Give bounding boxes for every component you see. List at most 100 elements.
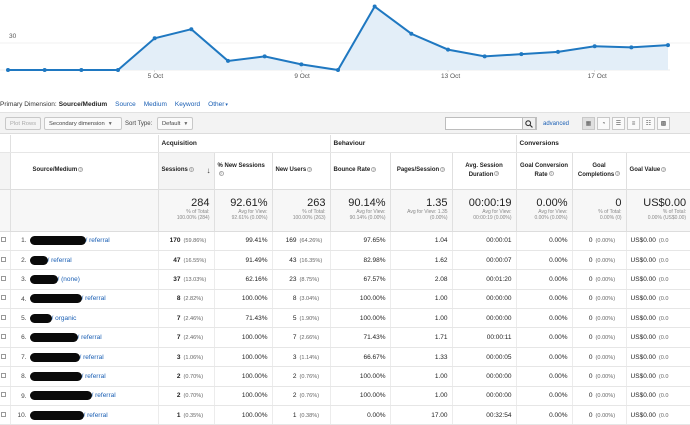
source-medium-link[interactable]: / referral [47,256,72,264]
row-checkbox[interactable] [1,314,6,320]
goal-value-value: US$0.00 [630,237,656,245]
help-icon[interactable]: ? [78,166,84,172]
source-medium-link[interactable]: / referral [77,334,102,342]
data-point[interactable] [336,68,340,72]
source-medium-link[interactable]: / referral [85,237,110,245]
goal-completions-percent: (0.00%) [595,412,616,419]
help-icon[interactable]: ? [615,171,621,177]
table-row[interactable]: 2. / referral 47 (16.55%) 91.49% 43 (16.35%) 82… [0,250,690,271]
table-search-input[interactable] [445,117,537,130]
table-row[interactable]: 4. / referral 8 (2.82%) 100.00% 8 (3.04%) 100.0… [0,289,690,310]
data-point[interactable] [446,47,450,52]
term-cloud-view-icon[interactable]: ☷ [642,117,655,130]
column-header-source-medium[interactable]: Source/Medium? [9,152,158,189]
help-icon[interactable]: ? [548,171,554,177]
secondary-dimension-dropdown[interactable]: Secondary dimension ▼ [44,117,122,130]
table-row[interactable]: 8. / referral 2 (0.70%) 100.00% 2 (0.76%) 100.0… [0,366,690,387]
data-point[interactable] [152,36,157,41]
data-point[interactable] [629,45,634,50]
data-point[interactable] [372,4,377,9]
data-point[interactable] [592,44,597,49]
source-medium-link[interactable]: / referral [81,373,106,381]
row-checkbox[interactable] [1,411,6,417]
source-medium-link[interactable]: / organic [51,314,77,322]
sessions-percent: (13.03%) [183,276,207,283]
help-icon[interactable]: ? [440,166,446,172]
sessions-value: 2 [176,392,181,400]
advanced-filter-link[interactable]: advanced [543,121,570,127]
column-header-sessions[interactable]: Sessions? ↓ [157,152,214,189]
column-header-new-users[interactable]: New Users? [271,152,331,189]
report-table: Acquisition Behaviour Conversions Source… [0,135,690,425]
data-point[interactable] [409,31,414,36]
table-row[interactable]: 7. / referral 3 (1.06%) 100.00% 3 (1.14%) 66.67… [0,347,690,368]
row-checkbox[interactable] [1,334,6,340]
dimension-link-medium[interactable]: Medium [143,100,167,108]
source-medium-link[interactable]: / (none) [57,276,80,284]
new-users-value: 43 [289,256,297,264]
row-checkbox[interactable] [1,392,6,398]
goal-completions-percent: (0.00%) [595,354,616,361]
help-icon[interactable]: ? [307,166,313,172]
column-header-bounce-rate[interactable]: Bounce Rate? [329,152,391,189]
total-pages-session-value: 1.35 [426,196,448,209]
performance-view-icon[interactable]: ☰ [612,117,625,130]
help-icon[interactable]: ? [188,166,194,172]
table-row[interactable]: 5. / organic 7 (2.46%) 71.43% 5 (1.90%) 100.00%… [0,308,690,329]
table-row[interactable]: 1. / referral 170 (59.86%) 99.41% 169 (64.26%)… [0,231,690,251]
table-row[interactable]: 10. / referral 1 (0.35%) 100.00% 1 (0.38%) 0.00… [0,405,690,425]
row-checkbox[interactable] [1,372,6,378]
pie-view-icon[interactable]: ◔ [597,117,610,130]
goal-value-cell: US$0.00 (0.0 [625,250,690,271]
data-point[interactable] [42,68,47,72]
table-view-icon[interactable]: ▦ [582,117,595,130]
data-point[interactable] [299,62,304,67]
row-checkbox[interactable] [1,237,6,243]
data-point[interactable] [79,68,84,72]
source-medium-link[interactable]: / referral [83,411,108,419]
table-row[interactable]: 9. / referral 2 (0.70%) 100.00% 2 (0.76%) 100.0… [0,386,690,407]
plot-rows-button[interactable]: Plot Rows [5,117,42,130]
sort-type-dropdown[interactable]: Default ▼ [157,117,194,130]
column-header-goal-conversion-rate[interactable]: Goal Conversion Rate? [515,152,573,189]
row-checkbox[interactable] [1,295,6,301]
column-header-pages-session[interactable]: Pages/Session? [389,152,453,189]
sessions-value: 3 [176,353,181,361]
data-point[interactable] [116,68,120,72]
help-icon[interactable]: ? [371,166,377,172]
help-icon[interactable]: ? [218,171,224,177]
goal-value-cell: US$0.00 (0.0 [625,405,690,425]
source-medium-link[interactable]: / referral [91,392,116,400]
dimension-link-source[interactable]: Source [115,100,136,108]
column-header-goal-value[interactable]: Goal Value? [625,152,690,189]
dimension-link-keyword[interactable]: Keyword [174,100,201,108]
total-sessions-value: 284 [191,196,210,209]
pivot-view-icon[interactable]: ▩ [657,117,670,130]
dimension-other-dropdown[interactable]: Other▾ [208,101,228,108]
table-row[interactable]: 6. / referral 7 (2.46%) 100.00% 7 (2.66%) 71.43… [0,327,690,348]
data-point[interactable] [189,27,194,32]
comparison-view-icon[interactable]: ≡ [627,117,640,130]
column-header-goal-completions[interactable]: Goal Completions? [571,152,627,189]
data-point[interactable] [666,43,670,48]
sessions-value: 37 [173,275,181,283]
source-medium-link[interactable]: / referral [81,295,106,303]
data-point[interactable] [482,54,487,59]
data-point[interactable] [262,54,267,59]
row-checkbox[interactable] [1,256,6,262]
row-checkbox[interactable] [1,275,6,281]
source-medium-link[interactable]: / referral [79,353,104,361]
search-button[interactable] [522,117,536,130]
data-point[interactable] [556,49,560,54]
total-avg-duration-sub2: 00:00:19 (0.00%) [473,214,512,221]
help-icon[interactable]: ? [494,171,500,177]
column-header-new-sessions[interactable]: % New Sessions? [213,152,272,189]
data-point[interactable] [6,68,10,72]
table-row[interactable]: 3. / (none) 37 (13.03%) 62.16% 23 (8.75%) 67.57… [0,269,690,290]
help-icon[interactable]: ? [661,166,667,172]
column-header-avg-duration[interactable]: Avg. Session Duration? [451,152,517,189]
data-point[interactable] [519,52,524,57]
data-point[interactable] [226,58,230,63]
new-users-value: 2 [292,392,297,400]
row-checkbox[interactable] [1,353,6,359]
